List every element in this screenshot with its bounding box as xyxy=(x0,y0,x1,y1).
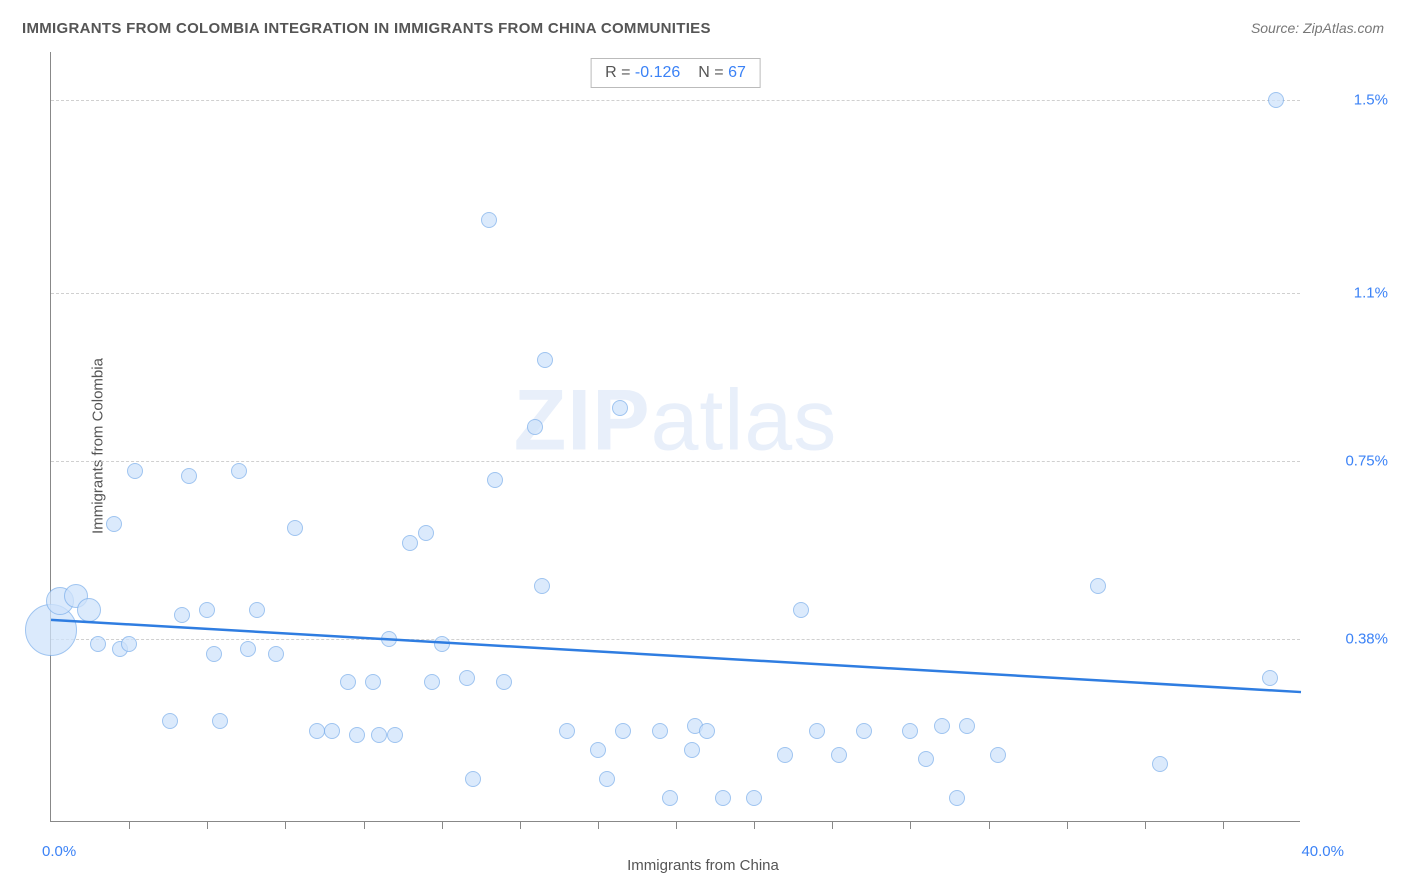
data-point xyxy=(424,674,440,690)
data-point xyxy=(487,472,503,488)
data-point xyxy=(481,212,497,228)
data-point xyxy=(127,463,143,479)
y-tick-label: 0.75% xyxy=(1345,453,1388,470)
data-point xyxy=(496,674,512,690)
data-point xyxy=(793,602,809,618)
x-max-label: 40.0% xyxy=(1301,843,1344,860)
data-point xyxy=(809,723,825,739)
data-point xyxy=(918,751,934,767)
data-point xyxy=(777,747,793,763)
data-point xyxy=(615,723,631,739)
x-tick xyxy=(1067,821,1068,829)
x-tick xyxy=(520,821,521,829)
x-tick xyxy=(364,821,365,829)
data-point xyxy=(249,602,265,618)
x-tick xyxy=(754,821,755,829)
data-point xyxy=(1268,92,1284,108)
x-tick xyxy=(910,821,911,829)
x-tick xyxy=(598,821,599,829)
data-point xyxy=(590,742,606,758)
n-stat: N = 67 xyxy=(698,64,746,82)
data-point xyxy=(402,535,418,551)
y-tick-label: 1.1% xyxy=(1354,284,1388,301)
x-tick xyxy=(442,821,443,829)
data-point xyxy=(1262,670,1278,686)
data-point xyxy=(212,713,228,729)
data-point xyxy=(309,723,325,739)
data-point xyxy=(1152,756,1168,772)
data-point xyxy=(715,790,731,806)
data-point xyxy=(1090,578,1106,594)
data-point xyxy=(287,520,303,536)
x-tick xyxy=(129,821,130,829)
x-tick xyxy=(989,821,990,829)
data-point xyxy=(459,670,475,686)
x-axis-label: Immigrants from China xyxy=(627,857,779,874)
data-point xyxy=(527,419,543,435)
data-point xyxy=(537,352,553,368)
data-point xyxy=(371,727,387,743)
data-point xyxy=(831,747,847,763)
data-point xyxy=(349,727,365,743)
data-point xyxy=(121,636,137,652)
x-tick xyxy=(832,821,833,829)
data-point xyxy=(106,516,122,532)
y-tick-label: 1.5% xyxy=(1354,92,1388,109)
data-point xyxy=(959,718,975,734)
x-min-label: 0.0% xyxy=(42,843,76,860)
data-point xyxy=(559,723,575,739)
data-point xyxy=(199,602,215,618)
data-point xyxy=(181,468,197,484)
x-tick xyxy=(285,821,286,829)
x-tick xyxy=(207,821,208,829)
y-tick-label: 0.38% xyxy=(1345,631,1388,648)
data-point xyxy=(387,727,403,743)
data-point xyxy=(934,718,950,734)
data-point xyxy=(949,790,965,806)
data-point xyxy=(340,674,356,690)
data-point xyxy=(418,525,434,541)
data-point xyxy=(324,723,340,739)
data-point xyxy=(231,463,247,479)
source-attribution: Source: ZipAtlas.com xyxy=(1251,20,1384,36)
data-point xyxy=(662,790,678,806)
chart-container: IMMIGRANTS FROM COLOMBIA INTEGRATION IN … xyxy=(0,0,1406,892)
n-label: N = xyxy=(698,64,723,81)
data-point xyxy=(684,742,700,758)
data-point xyxy=(174,607,190,623)
data-point xyxy=(206,646,222,662)
x-tick xyxy=(676,821,677,829)
data-point xyxy=(746,790,762,806)
plot-area: ZIPatlas R = -0.126 N = 67 xyxy=(50,52,1300,822)
x-tick xyxy=(1223,821,1224,829)
x-tick xyxy=(1145,821,1146,829)
data-point xyxy=(365,674,381,690)
data-point xyxy=(902,723,918,739)
data-point xyxy=(699,723,715,739)
data-point xyxy=(162,713,178,729)
data-point xyxy=(465,771,481,787)
trend-line xyxy=(51,52,351,202)
n-value: 67 xyxy=(728,64,746,81)
data-point xyxy=(599,771,615,787)
data-point xyxy=(268,646,284,662)
data-point xyxy=(612,400,628,416)
chart-title: IMMIGRANTS FROM COLOMBIA INTEGRATION IN … xyxy=(22,20,711,37)
data-point xyxy=(990,747,1006,763)
r-label: R = xyxy=(605,64,630,81)
stats-box: R = -0.126 N = 67 xyxy=(590,58,761,88)
r-value: -0.126 xyxy=(635,64,680,81)
data-point xyxy=(77,598,101,622)
data-point xyxy=(240,641,256,657)
data-point xyxy=(652,723,668,739)
r-stat: R = -0.126 xyxy=(605,64,680,82)
data-point xyxy=(534,578,550,594)
data-point xyxy=(90,636,106,652)
data-point xyxy=(856,723,872,739)
